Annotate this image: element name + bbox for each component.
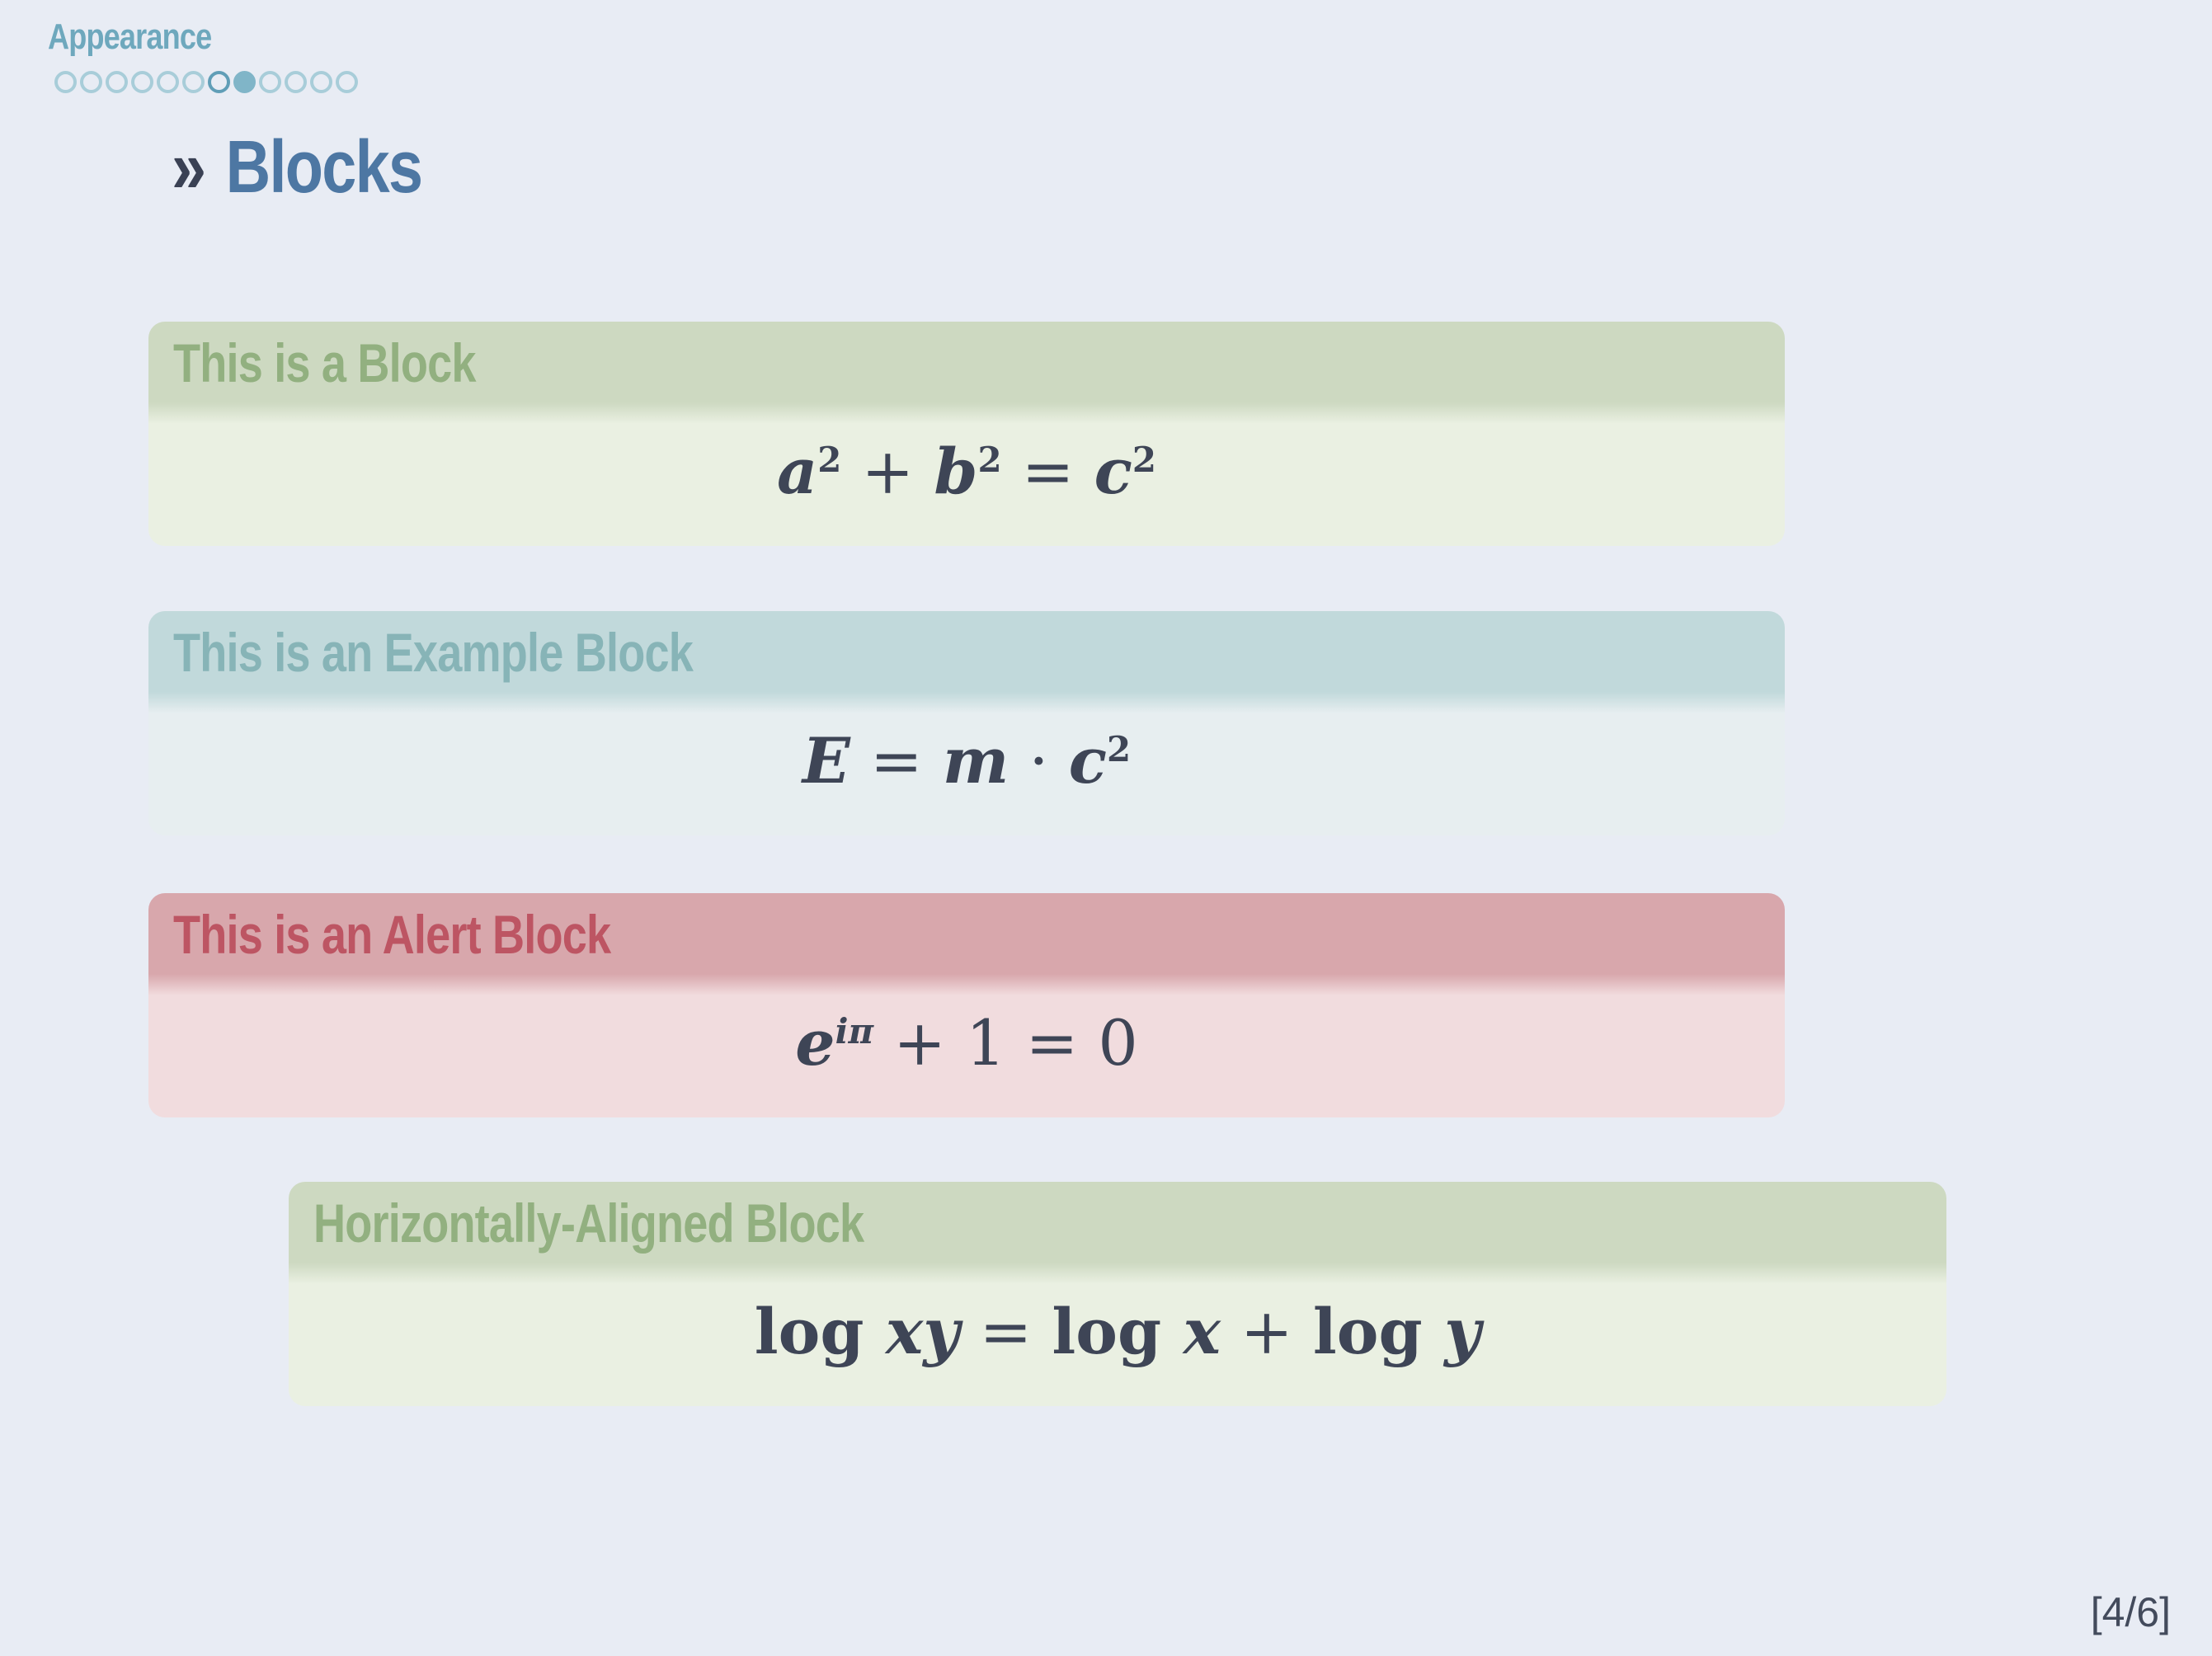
block-header: This is an Alert Block xyxy=(148,893,1785,976)
progress-dot-outline xyxy=(182,71,205,93)
equation: a2 + b2 = c2 xyxy=(777,434,1156,508)
block-header: Horizontally-Aligned Block xyxy=(289,1182,1946,1264)
progress-dot-outline xyxy=(80,71,102,93)
block-alert: This is an Alert Block eiπ + 1 = 0 xyxy=(148,893,1785,1117)
block-standard: This is a Block a2 + b2 = c2 xyxy=(148,322,1785,546)
progress-dot-outline xyxy=(259,71,281,93)
block-body: E = m · c2 xyxy=(148,694,1785,835)
equation: E = m · c2 xyxy=(802,723,1132,797)
block-body: a2 + b2 = c2 xyxy=(148,404,1785,546)
block-title: This is a Block xyxy=(173,332,477,393)
title-chevron-icon: » xyxy=(172,126,206,209)
block-example: This is an Example Block E = m · c2 xyxy=(148,611,1785,835)
page-title: » Blocks xyxy=(172,125,424,210)
block-title: This is an Alert Block xyxy=(173,904,611,965)
progress-dot-outline xyxy=(285,71,307,93)
page-counter: [4/6] xyxy=(2090,1589,2171,1635)
section-label: Appearance xyxy=(48,16,212,57)
page-title-text: Blocks xyxy=(225,126,424,209)
block-body: eiπ + 1 = 0 xyxy=(148,976,1785,1117)
progress-dot-outline xyxy=(157,71,179,93)
block-body: log xy = log x + log y xyxy=(289,1264,1946,1406)
block-title: Horizontally-Aligned Block xyxy=(313,1193,864,1254)
progress-dot-outline xyxy=(131,71,153,93)
progress-dot-current xyxy=(233,71,256,93)
block-header: This is a Block xyxy=(148,322,1785,404)
progress-dot-section xyxy=(208,71,230,93)
block-horizontally-aligned: Horizontally-Aligned Block log xy = log … xyxy=(289,1182,1946,1406)
equation: log xy = log x + log y xyxy=(754,1294,1481,1368)
progress-dot-outline xyxy=(54,71,77,93)
progress-dot-outline xyxy=(106,71,128,93)
equation: eiπ + 1 = 0 xyxy=(795,1005,1138,1080)
progress-dot-outline xyxy=(336,71,358,93)
block-title: This is an Example Block xyxy=(173,622,694,683)
progress-dots xyxy=(54,71,358,93)
progress-dot-outline xyxy=(310,71,332,93)
block-header: This is an Example Block xyxy=(148,611,1785,694)
